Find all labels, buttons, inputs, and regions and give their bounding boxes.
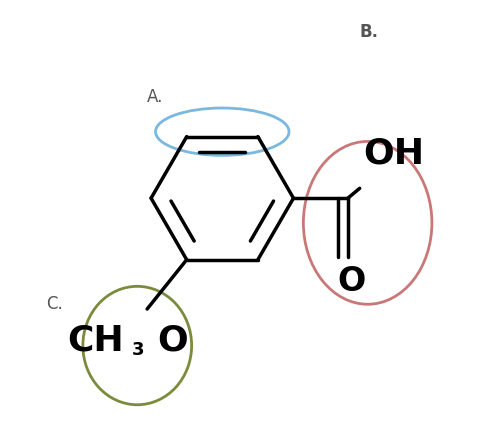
Text: O: O: [338, 265, 366, 298]
Text: O: O: [157, 324, 188, 357]
Text: B.: B.: [359, 24, 378, 41]
Text: C.: C.: [46, 295, 63, 313]
Text: 3: 3: [132, 341, 145, 360]
Text: A.: A.: [147, 88, 163, 106]
Text: CH: CH: [68, 324, 124, 357]
Text: OH: OH: [364, 136, 425, 171]
